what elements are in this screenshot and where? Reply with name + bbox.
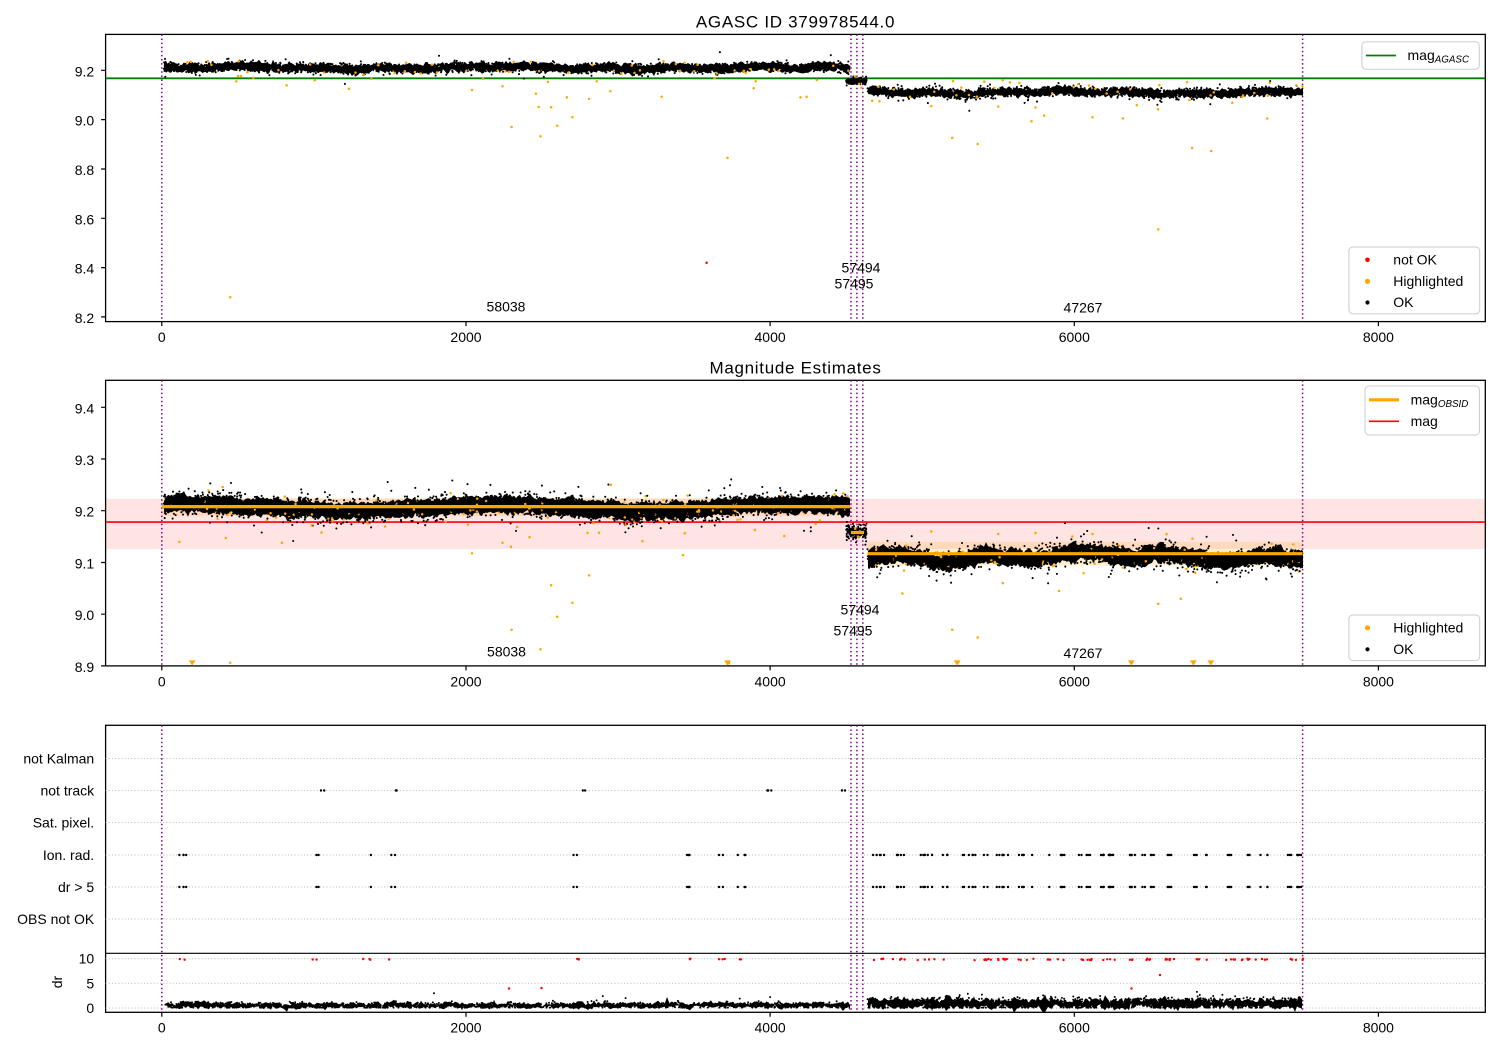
svg-text:6000: 6000	[1059, 329, 1090, 345]
svg-text:57495: 57495	[834, 622, 873, 638]
svg-text:47267: 47267	[1064, 645, 1103, 661]
svg-text:0: 0	[158, 329, 166, 345]
svg-text:not track: not track	[40, 783, 95, 799]
svg-text:8.2: 8.2	[75, 310, 95, 326]
svg-text:9.2: 9.2	[75, 504, 95, 520]
svg-text:4000: 4000	[755, 1020, 786, 1036]
svg-text:0: 0	[158, 673, 166, 689]
svg-text:Highlighted: Highlighted	[1393, 620, 1463, 636]
svg-text:8.9: 8.9	[75, 659, 95, 675]
svg-text:8.6: 8.6	[75, 211, 95, 227]
svg-text:2000: 2000	[450, 1020, 481, 1036]
svg-text:OK: OK	[1393, 294, 1414, 310]
svg-text:58038: 58038	[487, 299, 526, 315]
svg-text:OK: OK	[1393, 641, 1414, 657]
svg-text:dr > 5: dr > 5	[58, 879, 94, 895]
svg-text:6000: 6000	[1059, 673, 1090, 689]
svg-text:9.0: 9.0	[75, 113, 95, 129]
svg-text:dr: dr	[49, 975, 65, 988]
svg-text:Ion. rad.: Ion. rad.	[43, 847, 94, 863]
svg-text:9.2: 9.2	[75, 63, 95, 79]
svg-text:0: 0	[86, 1000, 94, 1016]
svg-text:4000: 4000	[755, 673, 786, 689]
svg-text:9.1: 9.1	[75, 556, 95, 572]
svg-text:10: 10	[79, 951, 95, 967]
svg-text:mag: mag	[1411, 413, 1438, 429]
svg-text:AGASC ID 379978544.0: AGASC ID 379978544.0	[696, 13, 895, 32]
svg-text:57495: 57495	[835, 276, 874, 292]
svg-text:8000: 8000	[1363, 673, 1394, 689]
svg-text:9.0: 9.0	[75, 607, 95, 623]
svg-text:2000: 2000	[450, 673, 481, 689]
svg-text:6000: 6000	[1059, 1020, 1090, 1036]
svg-text:Sat. pixel.: Sat. pixel.	[33, 815, 94, 831]
svg-text:8.8: 8.8	[75, 162, 95, 178]
svg-text:0: 0	[158, 1020, 166, 1036]
svg-text:58038: 58038	[487, 643, 526, 659]
svg-text:2000: 2000	[450, 329, 481, 345]
svg-text:47267: 47267	[1064, 300, 1103, 316]
svg-text:57494: 57494	[841, 601, 880, 617]
svg-text:not Kalman: not Kalman	[23, 751, 94, 767]
svg-text:OBS not OK: OBS not OK	[17, 911, 95, 927]
svg-text:Magnitude Estimates: Magnitude Estimates	[709, 358, 881, 377]
svg-text:9.4: 9.4	[75, 400, 95, 416]
svg-text:5: 5	[86, 975, 94, 991]
svg-text:8000: 8000	[1363, 1020, 1394, 1036]
svg-text:57494: 57494	[842, 259, 881, 275]
svg-text:9.3: 9.3	[75, 452, 95, 468]
svg-text:Highlighted: Highlighted	[1393, 273, 1463, 289]
svg-text:8000: 8000	[1363, 329, 1394, 345]
svg-text:not OK: not OK	[1393, 252, 1437, 268]
svg-text:8.4: 8.4	[75, 261, 95, 277]
svg-text:4000: 4000	[755, 329, 786, 345]
